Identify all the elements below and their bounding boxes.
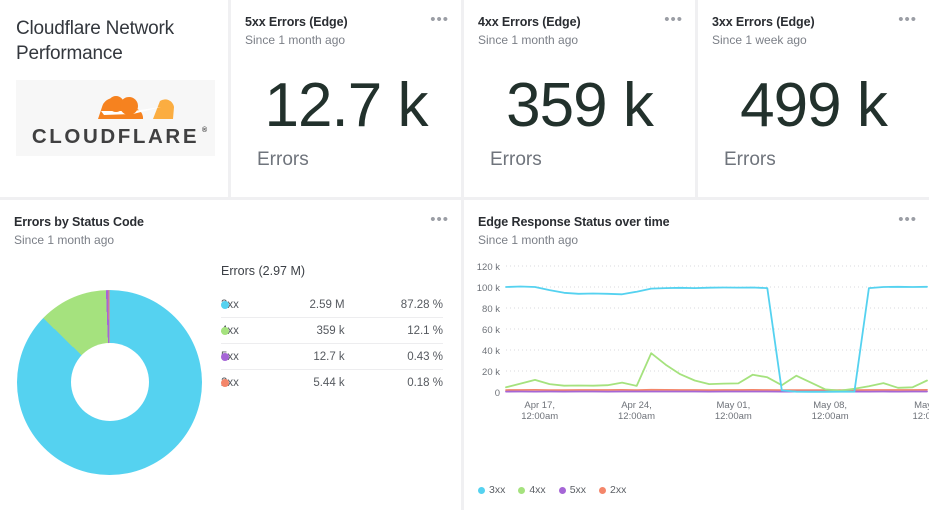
line-chart-body: 0 20 k 40 k 60 k 80 k 100 k 120 k Apr 17, 12:00a… <box>464 254 929 510</box>
panel-header: Edge Response Status over time Since 1 m… <box>464 200 929 249</box>
legend-percent: 0.18 % <box>407 377 443 389</box>
panel-edge-response-status: Edge Response Status over time Since 1 m… <box>464 200 929 510</box>
panel-5xx-errors: 5xx Errors (Edge) Since 1 month ago ••• … <box>231 0 464 200</box>
panel-header: 3xx Errors (Edge) Since 1 week ago ••• <box>698 0 929 49</box>
panel-subtitle: Since 1 month ago <box>245 32 346 47</box>
panel-subtitle: Since 1 week ago <box>712 32 807 47</box>
x-axis-tick-label: May 08, 12:00am <box>812 400 849 422</box>
panel-menu-button[interactable]: ••• <box>898 211 917 228</box>
logo-text: CLOUDFLARE <box>31 124 200 148</box>
panel-menu-button[interactable]: ••• <box>898 11 917 28</box>
y-axis-tick-label: 120 k <box>477 262 500 273</box>
y-axis-tick-label: 100 k <box>477 283 500 294</box>
registered-mark-icon: ® <box>201 126 208 134</box>
legend-total-label: Errors (2.97 M) <box>221 264 306 278</box>
donut-chart-area <box>0 254 215 510</box>
legend-status-name: 3xx <box>221 299 239 311</box>
panel-title: 3xx Errors (Edge) <box>712 15 815 29</box>
legend-color-dot <box>221 352 229 361</box>
panel-subtitle: Since 1 month ago <box>14 232 115 247</box>
legend-color-dot <box>221 326 229 335</box>
legend-count: 359 k <box>316 325 345 337</box>
panel-header: Errors by Status Code Since 1 month ago … <box>0 200 461 249</box>
panel-brand: Cloudflare Network Performance CLOUDFLAR… <box>0 0 231 200</box>
legend-row[interactable]: 5xx 12.7 k 0.43 % <box>221 344 443 370</box>
metric-display: 499 k Errors <box>698 56 929 189</box>
chart-legend-item[interactable]: 5xx <box>558 484 587 496</box>
y-axis-tick-label: 80 k <box>482 304 500 315</box>
donut-chart[interactable] <box>17 289 202 475</box>
legend-percent: 12.1 % <box>407 325 443 337</box>
x-axis-tick-label: May 112:00a <box>912 400 929 422</box>
metric-display: 359 k Errors <box>464 56 695 189</box>
legend-status-name: 4xx <box>221 325 239 337</box>
panel-header: 4xx Errors (Edge) Since 1 month ago ••• <box>464 0 695 49</box>
chart-legend-color-dot <box>558 486 566 494</box>
line-chart-legend: 3xx 4xx 5xx 2xx <box>478 484 626 496</box>
donut-legend: Errors (2.97 M) 3xx 2.59 M 87.28 % 4xx 359 k… <box>215 254 461 510</box>
legend-status-name: 5xx <box>221 351 239 363</box>
legend-table: 3xx 2.59 M 87.28 % 4xx 359 k 12.1 % 5xx 12.7 k 0… <box>221 292 443 395</box>
chart-legend-label: 4xx <box>529 484 546 496</box>
panel-title: 5xx Errors (Edge) <box>245 15 348 29</box>
x-axis-tick-label: Apr 17, 12:00am <box>521 400 558 422</box>
legend-count: 5.44 k <box>313 377 345 389</box>
y-axis-tick-label: 20 k <box>482 367 500 378</box>
panel-menu-button[interactable]: ••• <box>430 211 449 228</box>
metric-display: 12.7 k Errors <box>231 56 461 189</box>
legend-row[interactable]: 2xx 5.44 k 0.18 % <box>221 370 443 396</box>
chart-legend-color-dot <box>599 486 607 494</box>
panel-menu-button[interactable]: ••• <box>664 11 683 28</box>
donut-chart-body: Errors (2.97 M) 3xx 2.59 M 87.28 % 4xx 359 k… <box>0 254 461 510</box>
legend-color-dot <box>221 378 229 387</box>
y-axis-tick-label: 60 k <box>482 325 500 336</box>
panel-title: Errors by Status Code <box>14 215 144 229</box>
panel-menu-button[interactable]: ••• <box>430 11 449 28</box>
chart-legend-label: 3xx <box>489 484 506 496</box>
panel-header: 5xx Errors (Edge) Since 1 month ago ••• <box>231 0 461 49</box>
y-axis-tick-label: 40 k <box>482 346 500 357</box>
metric-label: Errors <box>490 148 542 170</box>
metric-value: 12.7 k <box>264 70 429 140</box>
legend-color-dot <box>221 300 229 309</box>
chart-legend-label: 2xx <box>610 484 627 496</box>
legend-row[interactable]: 4xx 359 k 12.1 % <box>221 318 443 344</box>
metric-label: Errors <box>257 148 309 170</box>
panel-subtitle: Since 1 month ago <box>478 32 579 47</box>
page-title: Cloudflare Network Performance <box>16 18 174 65</box>
chart-legend-item[interactable]: 2xx <box>599 484 626 496</box>
line-series-3xx <box>505 285 928 393</box>
y-axis-tick-label: 0 <box>495 388 500 399</box>
chart-legend-item[interactable]: 4xx <box>518 484 546 496</box>
panel-subtitle: Since 1 month ago <box>478 232 579 247</box>
legend-count: 2.59 M <box>309 299 345 311</box>
chart-legend-color-dot <box>478 486 485 494</box>
legend-status-name: 2xx <box>221 377 239 389</box>
panel-3xx-errors: 3xx Errors (Edge) Since 1 week ago ••• 4… <box>698 0 929 200</box>
panel-errors-by-status-code: Errors by Status Code Since 1 month ago … <box>0 200 464 510</box>
metric-label: Errors <box>724 148 776 170</box>
panel-title: 4xx Errors (Edge) <box>478 15 581 29</box>
line-chart[interactable]: 0 20 k 40 k 60 k 80 k 100 k 120 k Apr 17, 12:00a… <box>464 254 929 454</box>
panel-4xx-errors: 4xx Errors (Edge) Since 1 month ago ••• … <box>464 0 698 200</box>
chart-legend-item[interactable]: 3xx <box>478 484 505 496</box>
legend-percent: 0.43 % <box>407 351 443 363</box>
legend-percent: 87.28 % <box>400 299 443 311</box>
chart-legend-label: 5xx <box>569 484 587 496</box>
legend-row[interactable]: 3xx 2.59 M 87.28 % <box>221 292 443 318</box>
cloudflare-logo: CLOUDFLARE ® <box>16 80 215 157</box>
metric-value: 359 k <box>506 70 654 140</box>
legend-count: 12.7 k <box>313 351 345 363</box>
cloudflare-cloud-icon <box>97 95 174 119</box>
cloudflare-wordmark: CLOUDFLARE ® <box>31 124 207 148</box>
line-series-4xx <box>505 352 928 392</box>
metric-value: 499 k <box>740 70 888 140</box>
panel-title: Edge Response Status over time <box>478 215 670 229</box>
x-axis-tick-label: May 01, 12:00am <box>715 400 752 422</box>
chart-legend-color-dot <box>518 486 526 494</box>
x-axis-tick-label: Apr 24, 12:00am <box>618 400 655 422</box>
